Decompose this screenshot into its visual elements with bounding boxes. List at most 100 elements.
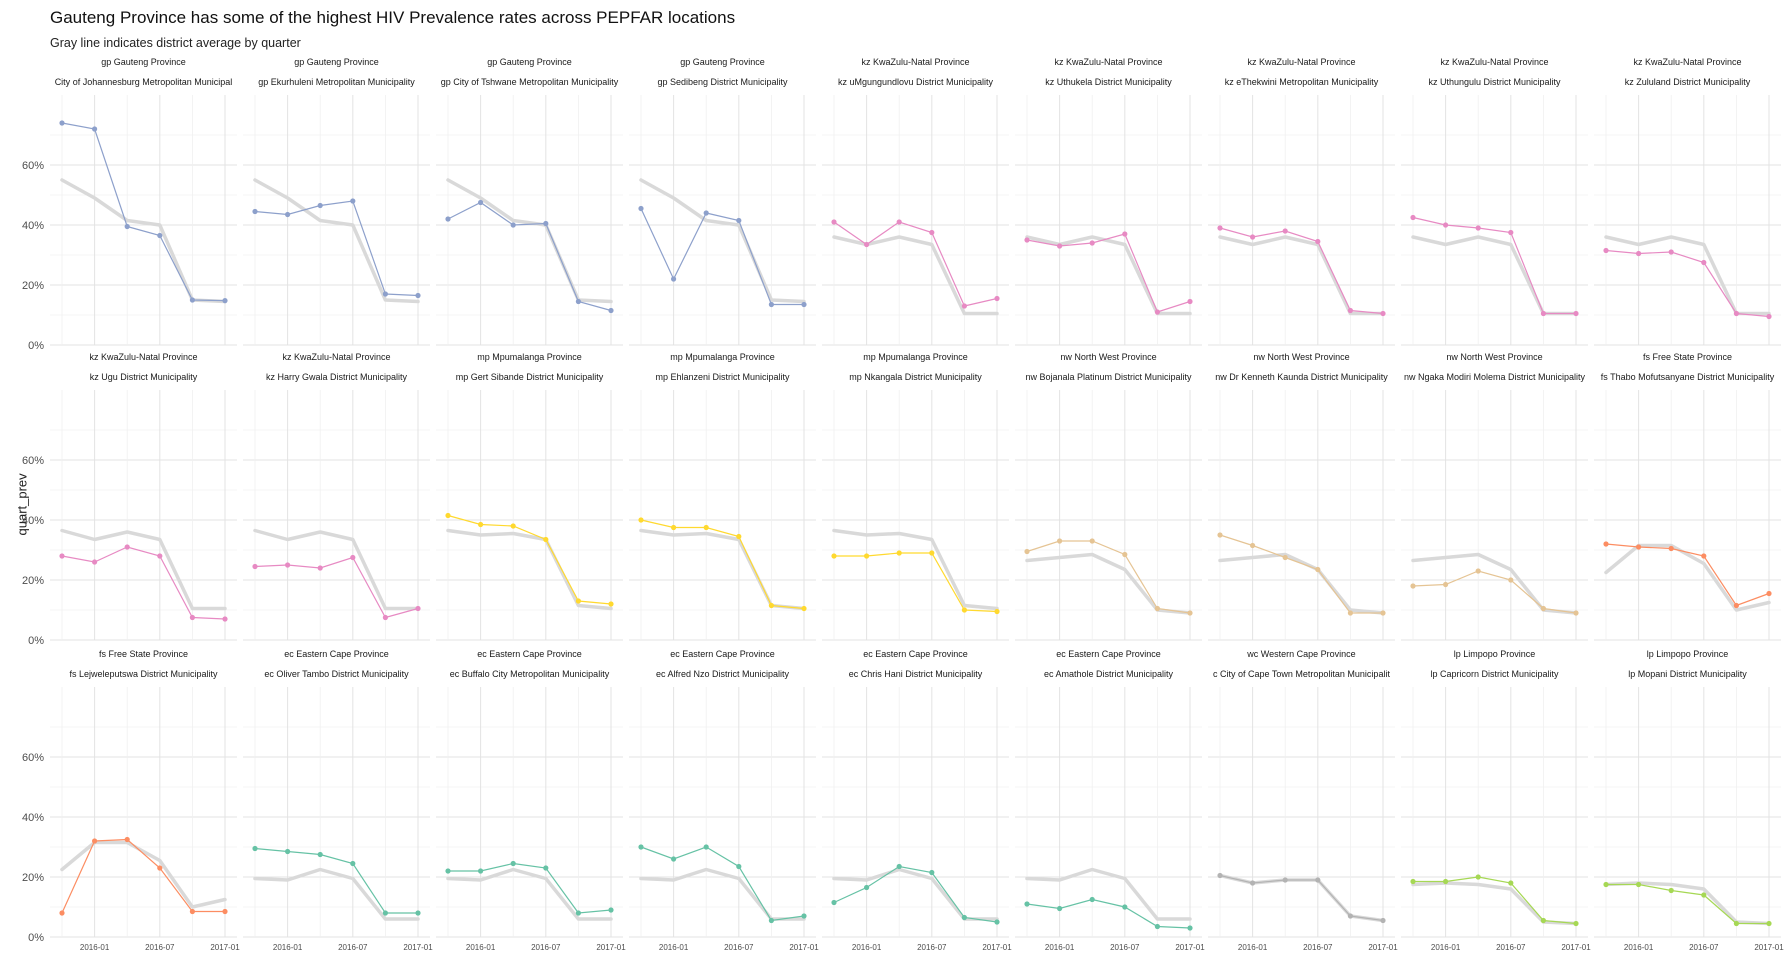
data-point <box>1154 605 1160 612</box>
data-point <box>1122 904 1128 910</box>
average-line <box>446 178 613 304</box>
facet-panel: kz KwaZulu-Natal Province kz uMgungundlov… <box>822 57 1009 346</box>
facet-district-label: mp Ehlanzeni District Municipality <box>655 372 790 382</box>
data-point <box>1508 577 1514 583</box>
series-line <box>640 519 805 610</box>
data-point <box>157 553 163 559</box>
x-tick-label: 2016-01 <box>852 943 882 952</box>
data-point <box>1701 892 1707 898</box>
data-point <box>1217 532 1223 538</box>
facet-district-label: ec Oliver Tambo District Municipality <box>264 669 409 679</box>
x-tick-label: 2016-07 <box>531 943 561 952</box>
data-point <box>317 565 323 571</box>
x-tick-label: 2017-01 <box>596 943 626 952</box>
facet-district-label: nw Dr Kenneth Kaunda District Municipali… <box>1215 372 1388 382</box>
data-point <box>1508 229 1514 236</box>
data-point <box>252 845 258 852</box>
facet-district-label: mp Nkangala District Municipality <box>849 372 982 382</box>
data-point <box>1217 225 1223 231</box>
data-point <box>1380 610 1386 616</box>
series-line <box>1026 898 1191 929</box>
data-point <box>961 303 968 309</box>
average-line <box>1411 235 1578 316</box>
x-tick-label: 2017-01 <box>403 943 433 952</box>
data-point <box>1443 581 1449 588</box>
data-point <box>1636 881 1642 888</box>
data-point <box>1380 310 1386 317</box>
facet-panel: gp Gauteng Province gp City of Tshwane Me… <box>436 57 623 346</box>
data-point <box>510 860 516 867</box>
data-point <box>831 899 837 906</box>
facet-district-label: kz Harry Gwala District Municipality <box>266 372 408 382</box>
data-point <box>1315 238 1321 245</box>
data-point <box>1057 905 1063 912</box>
facet-district-label: City of Johannesburg Metropolitan Munici… <box>55 77 233 87</box>
facet-district-label: ec Chris Hani District Municipality <box>849 669 983 679</box>
x-tick-label: 2017-01 <box>982 943 1012 952</box>
average-line <box>1025 235 1192 316</box>
x-tick-label: 2016-01 <box>659 943 689 952</box>
x-tick-label: 2016-01 <box>1238 943 1268 952</box>
facet-panel: nw North West Province nw Dr Kenneth Kaun… <box>1208 352 1395 641</box>
data-point <box>896 219 902 225</box>
facet-panel: kz KwaZulu-Natal Province kz Zululand Dis… <box>1594 57 1781 346</box>
data-point <box>1573 610 1579 616</box>
facet-province-label: kz KwaZulu-Natal Province <box>861 57 969 67</box>
facet-panel: gp Gauteng Province gp Ekurhuleni Metropo… <box>243 57 430 346</box>
data-point <box>92 838 98 844</box>
data-point <box>478 868 484 874</box>
series-line <box>640 208 804 306</box>
average-line <box>1604 235 1771 316</box>
facet-district-label: gp Ekurhuleni Metropolitan Municipality <box>258 77 415 87</box>
data-point <box>1315 566 1321 573</box>
y-tick-label: 0% <box>28 932 44 944</box>
data-point <box>1573 310 1579 317</box>
data-point <box>1089 538 1095 544</box>
average-line <box>1604 881 1771 926</box>
data-point <box>285 211 291 218</box>
data-point <box>415 910 421 916</box>
facet-panel: lp Limpopo Province lp Capricorn District… <box>1401 649 1591 952</box>
y-tick-label: 60% <box>22 160 44 172</box>
data-point <box>382 291 388 297</box>
facet-province-label: fs Free State Province <box>1643 352 1732 362</box>
data-point <box>736 533 742 540</box>
data-point <box>1701 553 1707 559</box>
average-line <box>1218 552 1385 615</box>
facet-panel: kz KwaZulu-Natal Province kz Uthukela Dis… <box>1015 57 1202 346</box>
average-line <box>1604 543 1771 612</box>
x-tick-label: 2016-07 <box>338 943 368 952</box>
average-line <box>446 867 613 921</box>
series-line <box>1026 540 1191 614</box>
data-point <box>543 865 549 871</box>
average-line <box>253 867 420 921</box>
series-line <box>447 514 612 605</box>
facet-district-label: fs Lejweleputswa District Municipality <box>69 669 218 679</box>
facet-province-label: fs Free State Province <box>99 649 188 659</box>
x-tick-label: 2017-01 <box>1754 943 1784 952</box>
data-point <box>222 616 228 622</box>
data-point <box>478 521 484 528</box>
data-point <box>415 605 421 612</box>
data-point <box>1701 259 1707 266</box>
facet-province-label: mp Mpumalanga Province <box>670 352 775 362</box>
data-point <box>1733 920 1739 927</box>
data-point <box>1089 240 1095 246</box>
facet-panel: ec Eastern Cape Province ec Amathole Dist… <box>1015 649 1205 952</box>
data-point <box>445 512 451 519</box>
data-point <box>1766 920 1772 927</box>
data-point <box>1282 228 1288 234</box>
data-point <box>1347 307 1353 314</box>
data-point <box>124 836 130 843</box>
x-tick-label: 2016-07 <box>1689 943 1719 952</box>
facet-province-label: mp Mpumalanga Province <box>477 352 582 362</box>
data-point <box>92 559 98 565</box>
data-point <box>1057 538 1063 544</box>
average-line <box>253 528 420 611</box>
x-tick-label: 2016-07 <box>724 943 754 952</box>
data-point <box>445 216 451 222</box>
data-point <box>1122 231 1128 237</box>
average-line <box>253 178 420 304</box>
average-line <box>1411 881 1578 926</box>
y-tick-label: 60% <box>22 752 44 764</box>
